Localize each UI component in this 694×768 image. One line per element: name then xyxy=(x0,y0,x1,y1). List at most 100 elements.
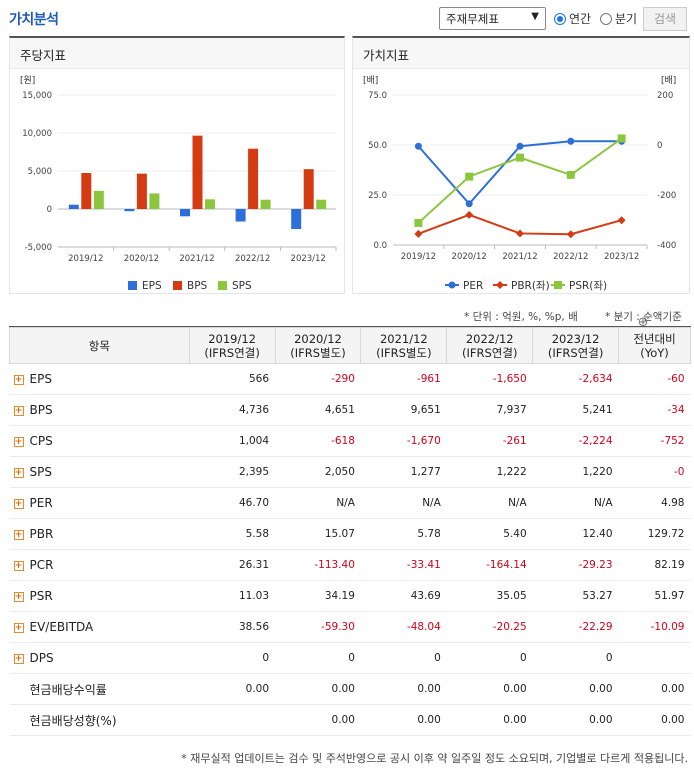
row-label[interactable]: + PER xyxy=(9,487,190,519)
expand-plus-icon[interactable]: + xyxy=(13,405,24,416)
table-cell: 0.00 xyxy=(360,704,447,736)
table-cell xyxy=(189,704,276,736)
legend-swatch xyxy=(128,281,137,290)
row-label[interactable]: + CPS xyxy=(9,425,190,457)
point-per xyxy=(414,142,422,150)
table-row: + PER 46.70 N/A N/A N/A N/A 4.98 xyxy=(9,487,691,519)
table-cell: -33.41 xyxy=(360,549,447,581)
point-psr xyxy=(566,170,575,179)
point-psr xyxy=(617,134,626,143)
table-cell: 0 xyxy=(275,642,361,674)
table-cell: 1,220 xyxy=(532,456,619,488)
table-cell: 0.00 xyxy=(446,704,533,736)
table-cell: -113.40 xyxy=(275,549,361,581)
column-header: 2020/12 (IFRS별도) xyxy=(274,327,362,364)
table-cell: 0.00 xyxy=(360,673,447,705)
radio-quarter-label: 분기 xyxy=(615,12,638,26)
point-pbr xyxy=(566,230,575,239)
expand-plus-icon[interactable]: + xyxy=(13,529,24,540)
expand-plus-icon[interactable]: + xyxy=(13,560,24,571)
row-label[interactable]: + EV/EBITDA xyxy=(9,611,190,643)
row-label[interactable]: + PCR xyxy=(9,549,190,581)
bar-eps xyxy=(180,209,190,217)
table-cell: 566 xyxy=(189,363,276,395)
radio-unchecked-icon xyxy=(600,12,612,25)
row-label[interactable]: + PSR xyxy=(9,580,190,612)
search-button[interactable]: 검색 xyxy=(643,7,687,31)
row-label[interactable]: + BPS xyxy=(9,394,190,426)
row-label[interactable]: + PBR xyxy=(9,518,190,550)
radio-quarter[interactable]: 분기 xyxy=(600,10,637,27)
table-cell: 1,222 xyxy=(446,456,533,488)
value-panel-title: 가치지표 xyxy=(353,38,689,69)
table-row: + CPS 1,004 -618 -1,670 -261 -2,224 -752 xyxy=(9,425,691,457)
table-cell: 4,651 xyxy=(275,394,361,426)
expand-plus-icon[interactable]: + xyxy=(13,498,24,509)
y-axis-unit-left: [배] xyxy=(363,75,378,86)
expand-plus-icon[interactable]: + xyxy=(13,467,24,478)
y-tick-label-left: 0.0 xyxy=(373,241,387,251)
table-cell: 0.00 xyxy=(532,673,619,705)
point-pbr xyxy=(465,210,474,219)
row-label[interactable]: + EPS xyxy=(9,363,190,395)
bar-bps xyxy=(136,173,147,209)
column-basis: (IFRS별도) xyxy=(290,345,346,360)
value-chart: [배] [배] 75.0 50.0 25.0 0.0 200 0 -200 -400 2019/12… xyxy=(363,75,676,292)
row-label-text: SPS xyxy=(29,465,52,479)
point-psr xyxy=(414,218,423,227)
table-cell: 0 xyxy=(360,642,447,674)
expand-plus-icon[interactable]: + xyxy=(13,436,24,447)
statement-select[interactable]: 주재무제표 ▼ xyxy=(439,7,546,30)
y-tick-label-left: 25.0 xyxy=(368,191,387,201)
expand-plus-icon[interactable]: + xyxy=(13,653,24,664)
row-label-text: EV/EBITDA xyxy=(29,620,94,634)
yoy-cell: -0 xyxy=(618,456,691,488)
bar-eps xyxy=(235,209,246,222)
expand-plus-icon[interactable]: + xyxy=(13,622,24,633)
table-cell: -961 xyxy=(360,363,447,395)
table-header-row: 항목 2019/12 (IFRS연결) 2020/12 (IFRS별도) 2021/12… xyxy=(9,315,691,364)
table-cell: 0.00 xyxy=(275,673,361,705)
add-column-icon[interactable]: ⊕ xyxy=(637,314,649,330)
table-cell: -164.14 xyxy=(446,549,533,581)
table-row: + EV/EBITDA 38.56 -59.30 -48.04 -20.25 -22.29-… xyxy=(9,611,691,643)
table-cell: -2,224 xyxy=(532,425,619,457)
row-label[interactable]: + DPS xyxy=(9,642,190,674)
table-cell: 0.00 xyxy=(532,704,619,736)
per-share-panel: 주당지표 [원] 15,000 10,000 5,000 0 -5,000 2019/12 2… xyxy=(9,36,345,294)
y-axis-unit-right: [배] xyxy=(661,75,676,86)
expand-plus-icon[interactable]: + xyxy=(13,591,24,602)
yoy-cell: 82.19 xyxy=(618,549,691,581)
yoy-cell xyxy=(618,642,691,674)
yoy-header-sub: (YoY) xyxy=(640,345,669,360)
expand-plus-icon[interactable]: + xyxy=(13,374,24,385)
row-label: 현금배당수익률 xyxy=(9,673,190,705)
row-label[interactable]: + SPS xyxy=(9,456,190,488)
y-tick-label: -5,000 xyxy=(25,243,52,253)
footnote: * 재무실적 업데이트는 검수 및 주석반영으로 공시 이후 약 일주일 정도 … xyxy=(181,752,688,765)
bar-sps xyxy=(316,199,327,209)
x-tick-label: 2022/12 xyxy=(235,254,270,264)
y-tick-label: 10,000 xyxy=(22,129,52,139)
row-label-text: PER xyxy=(29,496,53,510)
x-tick-label: 2019/12 xyxy=(68,254,103,264)
header-item: 항목 xyxy=(9,327,190,364)
table-cell: -20.25 xyxy=(446,611,533,643)
quarter-note: * 분기 : 순액기준 xyxy=(605,311,682,323)
per-share-chart: [원] 15,000 10,000 5,000 0 -5,000 2019/12 2020/1… xyxy=(20,75,337,292)
point-pbr xyxy=(516,229,524,238)
row-label-text: PBR xyxy=(29,527,54,541)
table-cell: 35.05 xyxy=(446,580,533,612)
x-tick-label: 2019/12 xyxy=(401,252,436,262)
radio-annual[interactable]: 연간 xyxy=(554,10,591,27)
table-cell: 5,241 xyxy=(532,394,619,426)
table-cell: 43.69 xyxy=(360,580,447,612)
yoy-cell: -60 xyxy=(618,363,691,395)
column-header: 2021/12 (IFRS별도) xyxy=(360,327,448,364)
y-tick-label: 5,000 xyxy=(28,167,52,177)
y-tick-label-right: -200 xyxy=(657,191,676,201)
y-tick-label-right: 200 xyxy=(657,91,673,101)
x-tick-label: 2020/12 xyxy=(124,254,159,264)
bar-eps xyxy=(124,209,135,212)
table-row: + BPS 4,736 4,651 9,651 7,937 5,241 -34 xyxy=(9,394,691,426)
